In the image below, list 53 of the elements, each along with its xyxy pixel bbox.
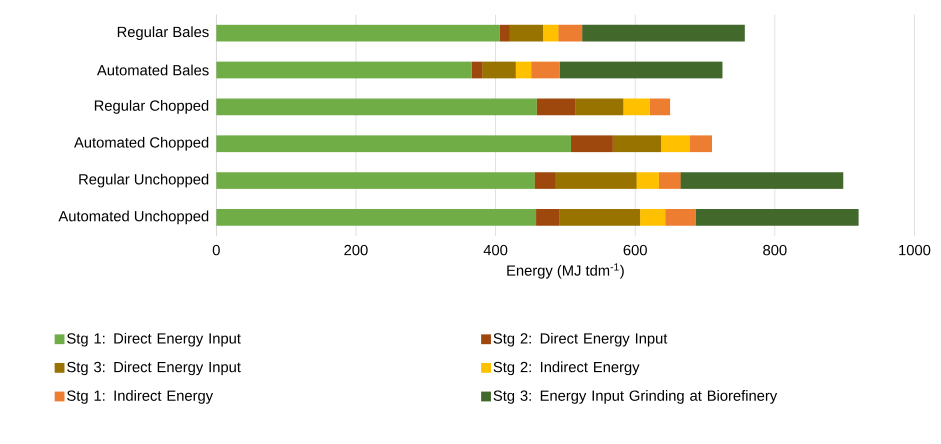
bar xyxy=(623,98,650,116)
bar xyxy=(216,62,472,78)
bar xyxy=(680,172,844,189)
x-tick-label: 0 xyxy=(212,244,220,256)
bar xyxy=(543,24,558,42)
x-tick-label: 1000 xyxy=(899,244,930,256)
bar xyxy=(534,172,556,189)
legend-label: Stg 1: Direct Energy Input xyxy=(67,332,241,346)
y-tick-label: Automated Chopped xyxy=(74,136,208,150)
legend-label: Stg 3: Direct Energy Input xyxy=(67,361,241,376)
y-tick-label: Regular Chopped xyxy=(94,100,208,114)
y-tick-label: Regular Unchopped xyxy=(79,174,208,188)
bar xyxy=(636,172,659,189)
y-tick-label: Automated Unchopped xyxy=(58,210,208,224)
bar xyxy=(536,208,560,226)
bar xyxy=(216,172,535,189)
bar xyxy=(560,62,722,78)
bar xyxy=(510,24,544,42)
bar xyxy=(661,135,690,152)
legend-label: Stg 2: Direct Energy Input xyxy=(494,332,668,346)
legend-label: Stg 3: Energy Input Grinding at Biorefinery xyxy=(494,390,778,404)
y-tick-label: Regular Bales xyxy=(118,26,209,40)
bar xyxy=(570,135,613,152)
bar xyxy=(500,24,510,42)
bar xyxy=(582,24,745,42)
bar xyxy=(216,135,571,152)
bar xyxy=(472,62,482,78)
x-tick-label: 600 xyxy=(624,244,647,256)
bar xyxy=(612,135,662,152)
bar xyxy=(696,208,859,226)
bar xyxy=(536,98,576,116)
y-tick-label: Automated Bales xyxy=(96,64,209,76)
bar xyxy=(216,98,537,116)
bar xyxy=(482,62,516,78)
bar xyxy=(516,62,532,78)
bar xyxy=(640,208,666,226)
legend-label: Stg 1: Indirect Energy xyxy=(67,390,214,404)
bar xyxy=(690,135,712,152)
bar xyxy=(650,98,670,116)
bar xyxy=(665,208,696,226)
x-tick-label: 400 xyxy=(484,244,508,256)
bar xyxy=(216,24,500,42)
x-tick-label: 200 xyxy=(344,244,368,256)
bar xyxy=(559,208,640,226)
bar xyxy=(575,98,624,116)
x-axis-title: Energy (MJ tdm$^{-1}$) xyxy=(507,263,624,279)
bar xyxy=(556,172,637,189)
bar xyxy=(658,172,681,189)
bar xyxy=(531,62,560,78)
legend-label: Stg 2: Indirect Energy xyxy=(494,361,640,376)
bar xyxy=(216,208,536,226)
bar xyxy=(558,24,582,42)
x-tick-label: 800 xyxy=(763,244,787,256)
